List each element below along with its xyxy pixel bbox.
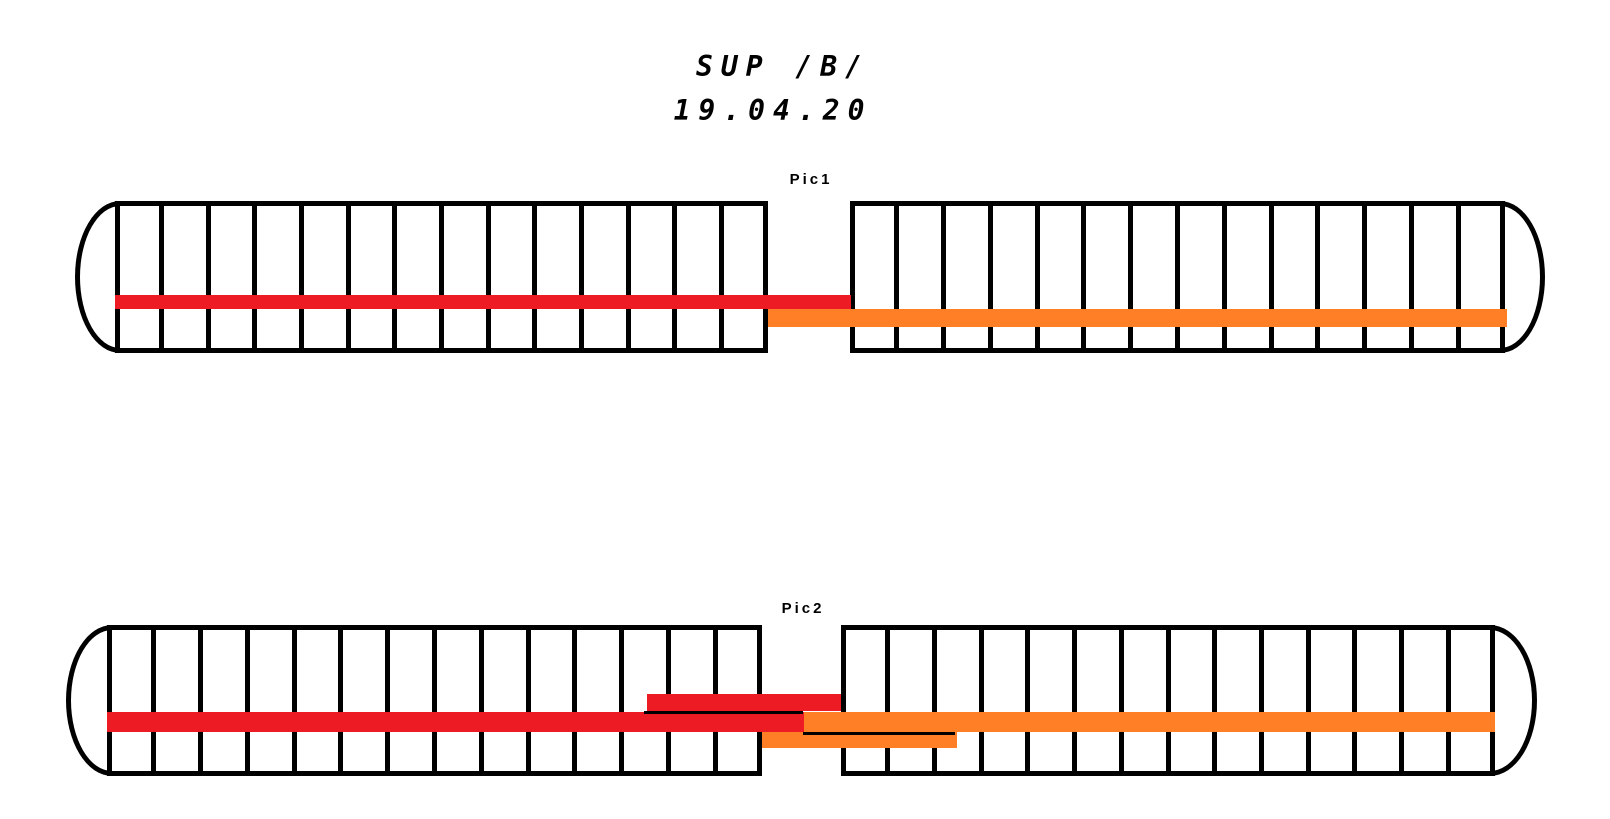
pic2-right-rung (1072, 630, 1077, 771)
pic2-right-rung (1166, 630, 1171, 771)
pic2-right-rung (1212, 630, 1217, 771)
pic1-right-rung (1409, 206, 1414, 348)
pic2-red-bar-short (647, 694, 841, 711)
pic2-right-rung (979, 630, 984, 771)
pic2-right-rung (1306, 630, 1311, 771)
pic2-left-rung (151, 630, 156, 771)
pic1-left-rung (346, 206, 351, 348)
pic1-label: Pic1 (789, 171, 833, 188)
pic1-left-rung (159, 206, 164, 348)
pic2-label: Pic2 (781, 600, 825, 617)
pic2-left-rung (292, 630, 297, 771)
pic1-left-rung (579, 206, 584, 348)
pic2-right-rung (1119, 630, 1124, 771)
pic1-right-rung (1362, 206, 1367, 348)
pic2-right-endcap (1490, 625, 1537, 776)
pic2-left-rung (338, 630, 343, 771)
pic2-left-endcap (66, 625, 112, 776)
pic1-left-rung (672, 206, 677, 348)
pic2-right-rung (1446, 630, 1451, 771)
pic2-right-segment (841, 625, 1495, 776)
pic1-right-endcap (1500, 201, 1545, 353)
pic1-right-rung (988, 206, 993, 348)
pic1-left-rung (719, 206, 724, 348)
pic1-left-rung (532, 206, 537, 348)
pic2-red-bar-main (107, 712, 804, 732)
pic2-left-rung (385, 630, 390, 771)
pic1-left-rung (252, 206, 257, 348)
pic2-left-rung (245, 630, 250, 771)
pic2-overlap-line-upper (644, 711, 803, 714)
pic1-right-rung (1456, 206, 1461, 348)
pic2-orange-bar-short (762, 732, 957, 748)
pic1-right-rung (1222, 206, 1227, 348)
pic2-right-rung (885, 630, 890, 771)
pic1-left-rung (299, 206, 304, 348)
pic2-right-rung (1025, 630, 1030, 771)
pic1-orange-bar (768, 309, 1507, 327)
pic2-left-rung (432, 630, 437, 771)
pic1-left-rung (439, 206, 444, 348)
pic1-left-segment (115, 201, 768, 353)
pic1-right-rung (1269, 206, 1274, 348)
pic1-left-rung (626, 206, 631, 348)
pic1-right-rung (1315, 206, 1320, 348)
pic2-right-rung (1399, 630, 1404, 771)
pic2-right-rung (932, 630, 937, 771)
pic1-left-rung (392, 206, 397, 348)
title-text: SUP /B/ (695, 50, 871, 83)
pic2-overlap-line-lower (803, 732, 955, 735)
title-date: 19.04.20 (673, 94, 873, 127)
pic1-right-rung (894, 206, 899, 348)
pic1-right-rung (1081, 206, 1086, 348)
pic1-left-rung (206, 206, 211, 348)
pic1-right-rung (941, 206, 946, 348)
pic1-left-endcap (75, 201, 120, 353)
pic2-right-rung (1259, 630, 1264, 771)
pic2-left-rung (572, 630, 577, 771)
pic1-right-segment (850, 201, 1505, 353)
pic1-right-rung (1175, 206, 1180, 348)
pic2-left-rung (479, 630, 484, 771)
pic1-red-bar (115, 295, 851, 309)
pic1-right-rung (1035, 206, 1040, 348)
pic1-left-rung (486, 206, 491, 348)
pic2-left-rung (198, 630, 203, 771)
pic1-right-rung (1128, 206, 1133, 348)
pic2-left-rung (619, 630, 624, 771)
pic2-right-rung (1352, 630, 1357, 771)
pic2-orange-bar-main (804, 712, 1495, 732)
pic2-left-rung (526, 630, 531, 771)
